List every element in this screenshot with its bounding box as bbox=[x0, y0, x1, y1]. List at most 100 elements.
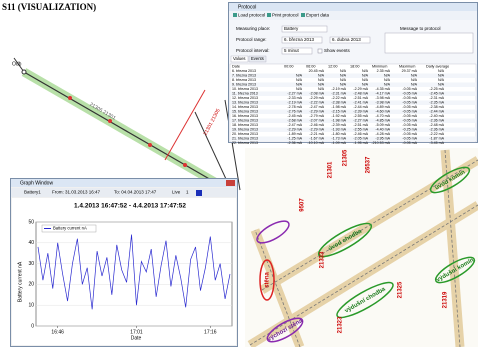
checkbox[interactable] bbox=[318, 49, 322, 53]
page-title: S11 (VISUALIZATION) bbox=[2, 2, 96, 12]
table-cell: N/A bbox=[438, 83, 445, 87]
table-cell: -4.17 mA bbox=[375, 92, 390, 96]
table-cell: -2.22 mA bbox=[309, 101, 324, 105]
toolbar-button[interactable]: Print protocol bbox=[272, 13, 299, 18]
page: S11 (VISUALIZATION) Odb 21305 21301 2130… bbox=[0, 0, 478, 347]
table-cell: -2.19 mA bbox=[331, 87, 346, 91]
close-button[interactable] bbox=[226, 180, 235, 186]
y-tick-label: 0 bbox=[31, 323, 34, 329]
color-swatch[interactable] bbox=[196, 190, 202, 196]
table-cell: -2.41 mA bbox=[353, 101, 368, 105]
diagram-label: 21301 21305 bbox=[203, 108, 222, 137]
table-cell: -2.55 mA bbox=[353, 114, 368, 118]
table-cell: -2.31 mA bbox=[331, 92, 346, 96]
table-cell: N/A bbox=[318, 74, 325, 78]
table-cell: -3.45 mA bbox=[429, 141, 444, 145]
table-cell: N/A bbox=[411, 74, 418, 78]
table-cell: N/A bbox=[411, 83, 418, 87]
table-cell: -0.05 mA bbox=[402, 110, 417, 114]
toolbar-button[interactable]: Export data bbox=[306, 13, 330, 18]
column-header: 06:00 bbox=[306, 65, 316, 69]
table-cell: -1.67 mA bbox=[309, 137, 324, 141]
table-cell: N/A bbox=[362, 69, 369, 73]
table-cell: 8. března 2013 bbox=[232, 78, 256, 82]
table-cell: -2.19 mA bbox=[287, 101, 302, 105]
table-cell: N/A bbox=[318, 83, 325, 87]
table-cell: N/A bbox=[340, 69, 347, 73]
table-cell: N/A bbox=[340, 78, 347, 82]
live-checkbox[interactable]: Live bbox=[172, 190, 181, 195]
table-cell: -2.22 mA bbox=[429, 132, 444, 136]
map-label: 21319 bbox=[443, 291, 449, 308]
table-cell: -2.27 mA bbox=[353, 119, 368, 123]
table-cell: -2.29 mA bbox=[309, 96, 324, 100]
toolbar-icon[interactable] bbox=[301, 13, 305, 17]
table-cell: -4.28 mA bbox=[375, 132, 390, 136]
table-cell: -0.05 mA bbox=[402, 96, 417, 100]
table-cell: -2.76 mA bbox=[287, 110, 302, 114]
table-cell: -4.60 mA bbox=[375, 110, 390, 114]
from-field: From: 31.03.2013 16:47 bbox=[52, 190, 101, 195]
table-cell: -1.87 mA bbox=[429, 137, 444, 141]
table-cell: -2.45 mA bbox=[429, 92, 444, 96]
map-label: 21325 bbox=[398, 281, 404, 298]
map-label: stěna bbox=[265, 272, 271, 288]
table-cell: -4.35 mA bbox=[375, 87, 390, 91]
table-cell: -2.36 mA bbox=[287, 141, 302, 145]
table-cell: 20.45 mA bbox=[309, 69, 325, 73]
column-header: Minimum bbox=[372, 65, 387, 69]
table-cell: -3.98 mA bbox=[375, 96, 390, 100]
table-cell: -3.98 mA bbox=[375, 101, 390, 105]
table-cell: -2.48 mA bbox=[429, 123, 444, 127]
legend-label: Battery current nA bbox=[53, 226, 87, 231]
table-cell: -2.51 mA bbox=[353, 123, 368, 127]
map-label: 21305 bbox=[343, 149, 349, 166]
date-value: 6. března 2013 bbox=[284, 37, 315, 42]
column-header: 00:00 bbox=[284, 65, 294, 69]
map-label: 21333 bbox=[320, 251, 326, 268]
table-cell: 22. března 2013 bbox=[232, 141, 258, 145]
y-tick-label: 50 bbox=[28, 219, 34, 225]
table-cell: N/A bbox=[296, 87, 303, 91]
diagram-label: Odb bbox=[12, 61, 22, 67]
tab-label[interactable]: Events bbox=[251, 56, 264, 61]
table-cell: -4.70 mA bbox=[375, 114, 390, 118]
table-cell: 12. března 2013 bbox=[232, 96, 258, 100]
toolbar-icon[interactable] bbox=[267, 13, 271, 17]
table-cell: -210.53 mA bbox=[371, 141, 390, 145]
table-cell: -5.09 mA bbox=[375, 123, 390, 127]
table-cell: -2.38 mA bbox=[429, 105, 444, 109]
mine-map bbox=[245, 148, 478, 347]
message-box[interactable] bbox=[385, 33, 473, 53]
tab-label[interactable]: Values bbox=[233, 56, 246, 61]
table-cell: -0.05 mA bbox=[402, 105, 417, 109]
field-label: Measuring place: bbox=[236, 26, 270, 31]
table-cell: N/A bbox=[362, 74, 369, 78]
table-cell: -2.46 mA bbox=[309, 123, 324, 127]
field-label: Message to protocol bbox=[400, 26, 441, 31]
dropdown-value: 5 minut bbox=[284, 48, 300, 53]
table-cell: N/A bbox=[362, 83, 369, 87]
table-cell: -2.68 mA bbox=[287, 119, 302, 123]
table-cell: N/A bbox=[296, 74, 303, 78]
table-cell: N/A bbox=[384, 78, 391, 82]
table-cell: N/A bbox=[438, 78, 445, 82]
table-cell: -2.36 mA bbox=[429, 128, 444, 132]
toolbar-icon[interactable] bbox=[233, 13, 237, 17]
table-cell: -1.89 mA bbox=[287, 132, 302, 136]
column-header: 18:00 bbox=[350, 65, 360, 69]
table-cell: N/A bbox=[340, 83, 347, 87]
x-tick-label: 16:46 bbox=[51, 329, 64, 335]
toolbar-button[interactable]: Load protocol bbox=[238, 13, 265, 18]
table-cell: 15. března 2013 bbox=[232, 110, 258, 114]
table-cell: 11. března 2013 bbox=[232, 92, 258, 96]
column-header: Maximum bbox=[399, 65, 415, 69]
table-cell: N/A bbox=[384, 74, 391, 78]
table-cell: -2.48 mA bbox=[353, 92, 368, 96]
table-cell: -2.21 mA bbox=[309, 132, 324, 136]
series-selector[interactable]: Battery1 bbox=[24, 190, 41, 195]
table-cell: -2.07 mA bbox=[309, 119, 324, 123]
date-value: 6. dubna 2013 bbox=[332, 37, 361, 42]
table-cell: -4.85 mA bbox=[375, 119, 390, 123]
table-cell: -1.25 mA bbox=[287, 137, 302, 141]
